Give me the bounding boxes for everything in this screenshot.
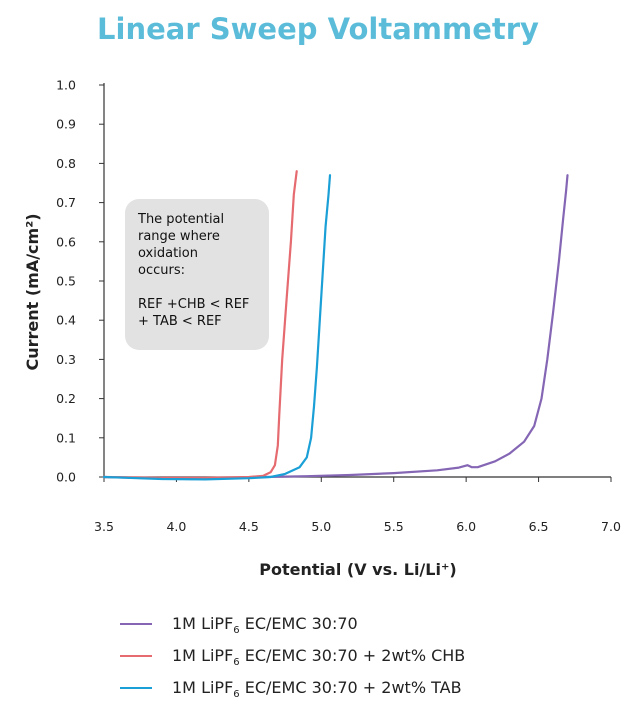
annotation-callout: The potential range where oxidation occu…: [125, 199, 269, 350]
y-tick-label: 0.7: [56, 195, 76, 210]
x-tick-label: 4.0: [166, 519, 186, 534]
x-tick-label: 6.5: [529, 519, 549, 534]
y-tick-label: 0.9: [56, 117, 76, 132]
legend-swatch: [120, 687, 152, 689]
legend-swatch: [120, 623, 152, 625]
axis-labels: Potential (V vs. Li/Li⁺) Current (mA/cm²): [23, 213, 457, 579]
legend-item: 1M LiPF6 EC/EMC 30:70 + 2wt% CHB: [0, 642, 636, 670]
y-tick-label: 0.6: [56, 234, 76, 249]
y-tick-label: 0.4: [56, 313, 76, 328]
y-tick-label: 0.1: [56, 430, 76, 445]
legend-label: 1M LiPF6 EC/EMC 30:70 + 2wt% TAB: [172, 678, 462, 701]
x-axis-label: Potential (V vs. Li/Li⁺): [259, 560, 456, 579]
y-tick-label: 0.5: [56, 274, 76, 289]
legend-label: 1M LiPF6 EC/EMC 30:70 + 2wt% CHB: [172, 646, 466, 669]
y-tick-label: 0.3: [56, 352, 76, 367]
legend-item: 1M LiPF6 EC/EMC 30:70 + 2wt% TAB: [0, 674, 636, 702]
x-tick-label: 6.0: [456, 519, 476, 534]
series-line-3: [102, 174, 332, 481]
ticks: 3.5 4.0 4.5 5.0 5.5 6.0 6.5 7.0 0.0 0.1 0.2 0.3 0.4 0…: [56, 78, 621, 535]
y-tick-label: 0.2: [56, 391, 76, 406]
legend-label: 1M LiPF6 EC/EMC 30:70: [172, 614, 358, 637]
series-line-2: [102, 170, 298, 479]
chart-title: Linear Sweep Voltammetry: [97, 12, 539, 46]
x-tick-label: 5.0: [311, 519, 331, 534]
legend-item: 1M LiPF6 EC/EMC 30:70: [0, 610, 636, 638]
y-tick-label: 1.0: [56, 78, 76, 93]
chart-plot: 3.5 4.0 4.5 5.0 5.5 6.0 6.5 7.0 0.0 0.1 0.2 0.3 0.4 0…: [23, 78, 621, 580]
legend-swatch: [120, 655, 152, 657]
y-tick-label: 0.0: [56, 470, 76, 485]
x-tick-label: 7.0: [601, 519, 621, 534]
y-axis-label: Current (mA/cm²): [23, 213, 42, 370]
x-tick-label: 4.5: [239, 519, 259, 534]
series-group: [102, 170, 569, 481]
y-tick-label: 0.8: [56, 156, 76, 171]
x-tick-label: 3.5: [94, 519, 114, 534]
x-tick-label: 5.5: [384, 519, 404, 534]
